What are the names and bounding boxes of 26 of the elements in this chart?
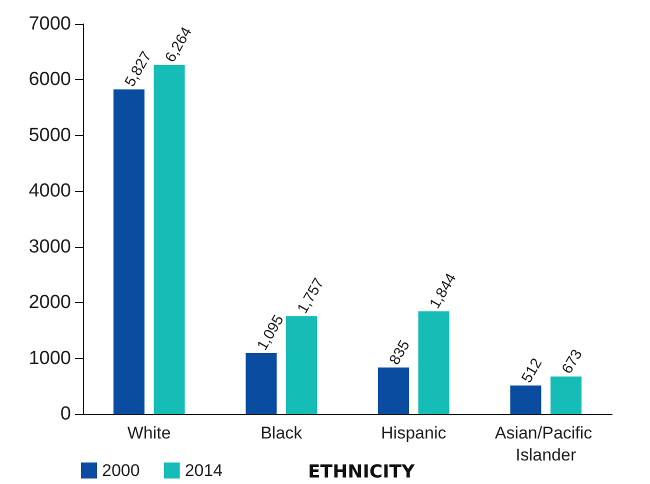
bar [246, 352, 277, 414]
x-tick-label: White [127, 424, 171, 442]
bar [113, 89, 144, 414]
bar [510, 385, 542, 414]
y-tick-label: 2000 [28, 292, 71, 314]
y-tick-label: 6000 [28, 69, 71, 90]
y-tick-label: 7000 [28, 14, 71, 34]
y-tick-label: 1000 [28, 348, 71, 369]
x-axis-title: ETHNICITY [308, 462, 416, 482]
y-tick-label: 5000 [28, 124, 71, 146]
y-tick-label: 0 [60, 404, 71, 424]
legend-label: 2000 [102, 461, 140, 480]
x-tick-label: Asian/Pacific Islander [494, 424, 597, 464]
data-label: 512 [518, 356, 546, 386]
bar [550, 376, 582, 414]
x-tick-label: Black [260, 424, 303, 442]
data-label: 673 [558, 346, 586, 377]
bar [154, 65, 185, 414]
legend-label: 2014 [184, 461, 223, 480]
y-tick-label: 4000 [28, 180, 71, 202]
data-label: 835 [386, 338, 414, 368]
bar [286, 316, 318, 414]
y-tick-label: 3000 [28, 236, 71, 258]
bar [378, 367, 409, 414]
bar [418, 311, 450, 414]
x-tick-label: Hispanic [381, 424, 447, 442]
